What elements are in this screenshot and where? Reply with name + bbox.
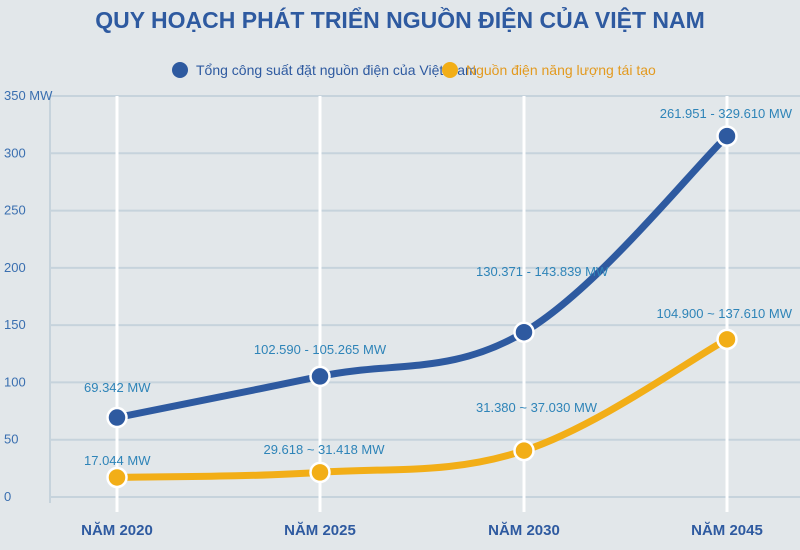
- legend-label: Nguồn điện năng lượng tái tạo: [466, 62, 656, 78]
- y-tick-label: 300: [4, 145, 26, 160]
- data-label: 102.590 - 105.265 MW: [254, 342, 387, 357]
- y-tick-label: 150: [4, 317, 26, 332]
- grid: [49, 95, 800, 512]
- data-label: 130.371 - 143.839 MW: [476, 264, 609, 279]
- x-tick-label: NĂM 2030: [488, 522, 560, 539]
- x-axis-ticks: NĂM 2020 NĂM 2025 NĂM 2030 NĂM 2045: [81, 522, 763, 539]
- legend-marker: [172, 62, 188, 78]
- data-label: 69.342 MW: [84, 380, 151, 395]
- legend: Tổng công suất đặt nguồn điện của Việt N…: [172, 62, 656, 78]
- x-tick-label: NĂM 2025: [284, 522, 356, 539]
- data-label: 104.900 ~ 137.610 MW: [656, 306, 792, 321]
- data-point: [513, 321, 535, 343]
- data-point: [309, 461, 331, 484]
- y-tick-label: 0: [4, 489, 11, 504]
- data-labels: 69.342 MW 102.590 - 105.265 MW 130.371 - 1…: [84, 106, 793, 468]
- data-point: [106, 466, 128, 489]
- legend-marker: [442, 62, 458, 78]
- data-point: [716, 125, 738, 147]
- series-layer: [106, 125, 738, 489]
- y-tick-label: 350 MW: [4, 88, 53, 103]
- series-line: [113, 132, 731, 422]
- y-tick-label: 250: [4, 203, 26, 218]
- data-label: 29.618 ~ 31.418 MW: [263, 442, 385, 457]
- y-tick-label: 100: [4, 374, 26, 389]
- data-point: [106, 406, 128, 429]
- data-point: [513, 439, 535, 462]
- data-label: 17.044 MW: [84, 453, 151, 468]
- legend-label: Tổng công suất đặt nguồn điện của Việt N…: [196, 62, 477, 78]
- y-axis-ticks: 350 MW 300 250 200 150 100 50 0: [4, 88, 53, 504]
- y-tick-label: 50: [4, 432, 18, 447]
- chart-title: QUY HOẠCH PHÁT TRIỂN NGUỒN ĐIỆN CỦA VIỆT…: [95, 5, 705, 33]
- x-tick-label: NĂM 2020: [81, 522, 153, 539]
- x-tick-label: NĂM 2045: [691, 522, 763, 539]
- series-line: [113, 335, 731, 481]
- data-label: 261.951 - 329.610 MW: [660, 106, 793, 121]
- data-point: [716, 328, 738, 351]
- data-point: [309, 365, 331, 388]
- y-tick-label: 200: [4, 260, 26, 275]
- data-label: 31.380 ~ 37.030 MW: [476, 400, 598, 415]
